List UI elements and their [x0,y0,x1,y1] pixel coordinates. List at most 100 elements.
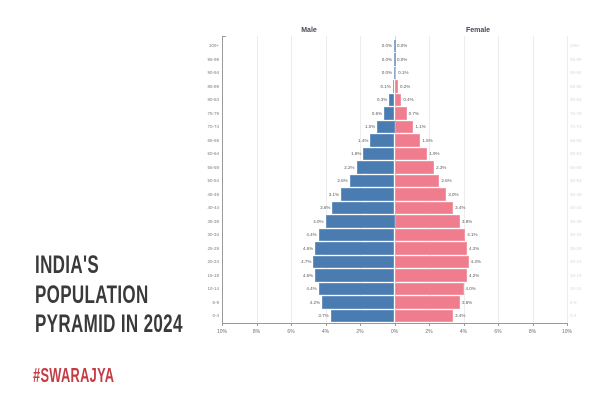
male-bar [325,215,395,228]
x-axis-tick-label: 4% [321,329,330,335]
male-bar [377,120,395,133]
age-group-label-right: 30-34 [570,232,582,238]
female-bar [394,228,466,241]
gridline [532,36,534,323]
title-line-2: POPULATION [35,280,149,309]
male-bar [356,161,395,174]
x-axis-tick [463,323,465,326]
gridline [498,36,499,323]
x-axis-tick-label: 10% [561,329,572,335]
female-value-label: 0.4% [403,97,414,103]
x-axis-tick [394,323,396,326]
age-group-label-right: 75-79 [570,110,582,116]
female-bar [394,174,440,187]
female-value-label: 2.6% [441,178,452,184]
title-line-3: PYRAMID IN 2024 [35,310,183,338]
female-value-label: 4.3% [470,259,481,265]
male-value-label: 2.6% [337,178,348,184]
male-bar [341,188,395,201]
female-bar [394,215,461,228]
x-axis-tick [291,323,292,326]
age-group-label-right: 95-99 [570,56,582,62]
age-group-label-right: 65-69 [570,137,582,143]
age-group-label-right: 10-14 [570,286,582,292]
male-value-label: 1.8% [351,151,362,157]
age-group-label-right: 85-89 [570,83,582,89]
x-axis-tick [498,323,499,326]
female-bar [394,188,447,201]
age-group-label: 55-59 [207,164,219,170]
x-axis-tick-label: 4% [459,329,468,335]
male-bar [315,269,395,282]
female-bar [394,242,467,255]
poster-title: INDIA'S POPULATION PYRAMID IN 2024 [35,251,183,340]
age-group-label-right: 45-49 [570,191,582,197]
age-group-label: 30-34 [207,232,219,238]
x-axis-tick-label: 10% [216,329,227,335]
male-bar [394,66,395,79]
age-group-label: 50-54 [207,178,219,184]
male-value-label: 1.4% [358,137,369,143]
female-bar [394,134,421,147]
male-bar [315,242,395,255]
female-value-label: 0.1% [398,70,409,76]
y-axis-end-tick [222,36,226,37]
male-bar [349,174,395,187]
age-group-label: 70-74 [207,124,219,130]
male-bar [392,80,395,93]
x-axis-tick-label: 6% [287,329,295,335]
age-group-label: 10-14 [207,286,219,292]
age-group-label-right: 20-24 [570,259,582,265]
female-bar [394,201,454,214]
female-value-label: 1.5% [422,137,433,143]
female-value-label: 1.1% [415,124,426,130]
male-bar [322,296,395,309]
female-bar [394,53,395,66]
age-group-label: 95-99 [207,56,219,62]
age-group-label: 25-29 [207,245,219,251]
male-value-label: 0.6% [371,110,383,116]
age-group-label-right: 100+ [570,43,581,49]
male-bar [384,107,395,120]
y-axis-line [222,36,223,323]
female-value-label: 4.1% [467,232,478,238]
male-bar [318,228,395,241]
female-bar [394,161,435,174]
x-axis-tick [567,323,568,326]
age-group-label: 40-44 [207,205,219,211]
gridline [325,36,327,323]
female-value-label: 3.8% [462,299,473,305]
female-bar [394,147,428,160]
age-group-label: 15-19 [207,272,219,278]
title-line-1: INDIA'S [35,251,100,279]
male-bar [363,147,395,160]
male-value-label: 2.2% [344,164,355,170]
female-value-label: 3.8% [462,218,473,224]
x-axis-tick [532,323,534,326]
female-bar [394,107,407,120]
age-group-label: 0-4 [212,313,219,319]
age-group-label: 5-9 [212,299,219,305]
male-bar [370,134,395,147]
male-value-label: 4.0% [313,218,324,224]
x-axis-tick-label: 2% [356,329,364,335]
x-axis-tick [222,323,223,326]
x-axis-tick [256,323,258,326]
female-value-label: 0.7% [408,110,419,116]
gridline [567,36,568,323]
male-value-label: 3.6% [320,205,331,211]
male-bar [332,201,395,214]
male-series-label: Male [301,27,317,34]
age-group-label: 45-49 [207,191,219,197]
female-value-label: 0.0% [397,56,408,62]
female-value-label: 3.4% [455,205,466,211]
gridline [291,36,292,323]
female-series-label: Female [465,27,491,34]
male-value-label: 3.1% [328,191,340,197]
x-axis-tick-label: 6% [494,329,502,335]
male-bar [318,282,395,295]
female-bar [394,296,461,309]
x-axis-line [222,323,568,324]
age-group-label: 75-79 [207,110,219,116]
